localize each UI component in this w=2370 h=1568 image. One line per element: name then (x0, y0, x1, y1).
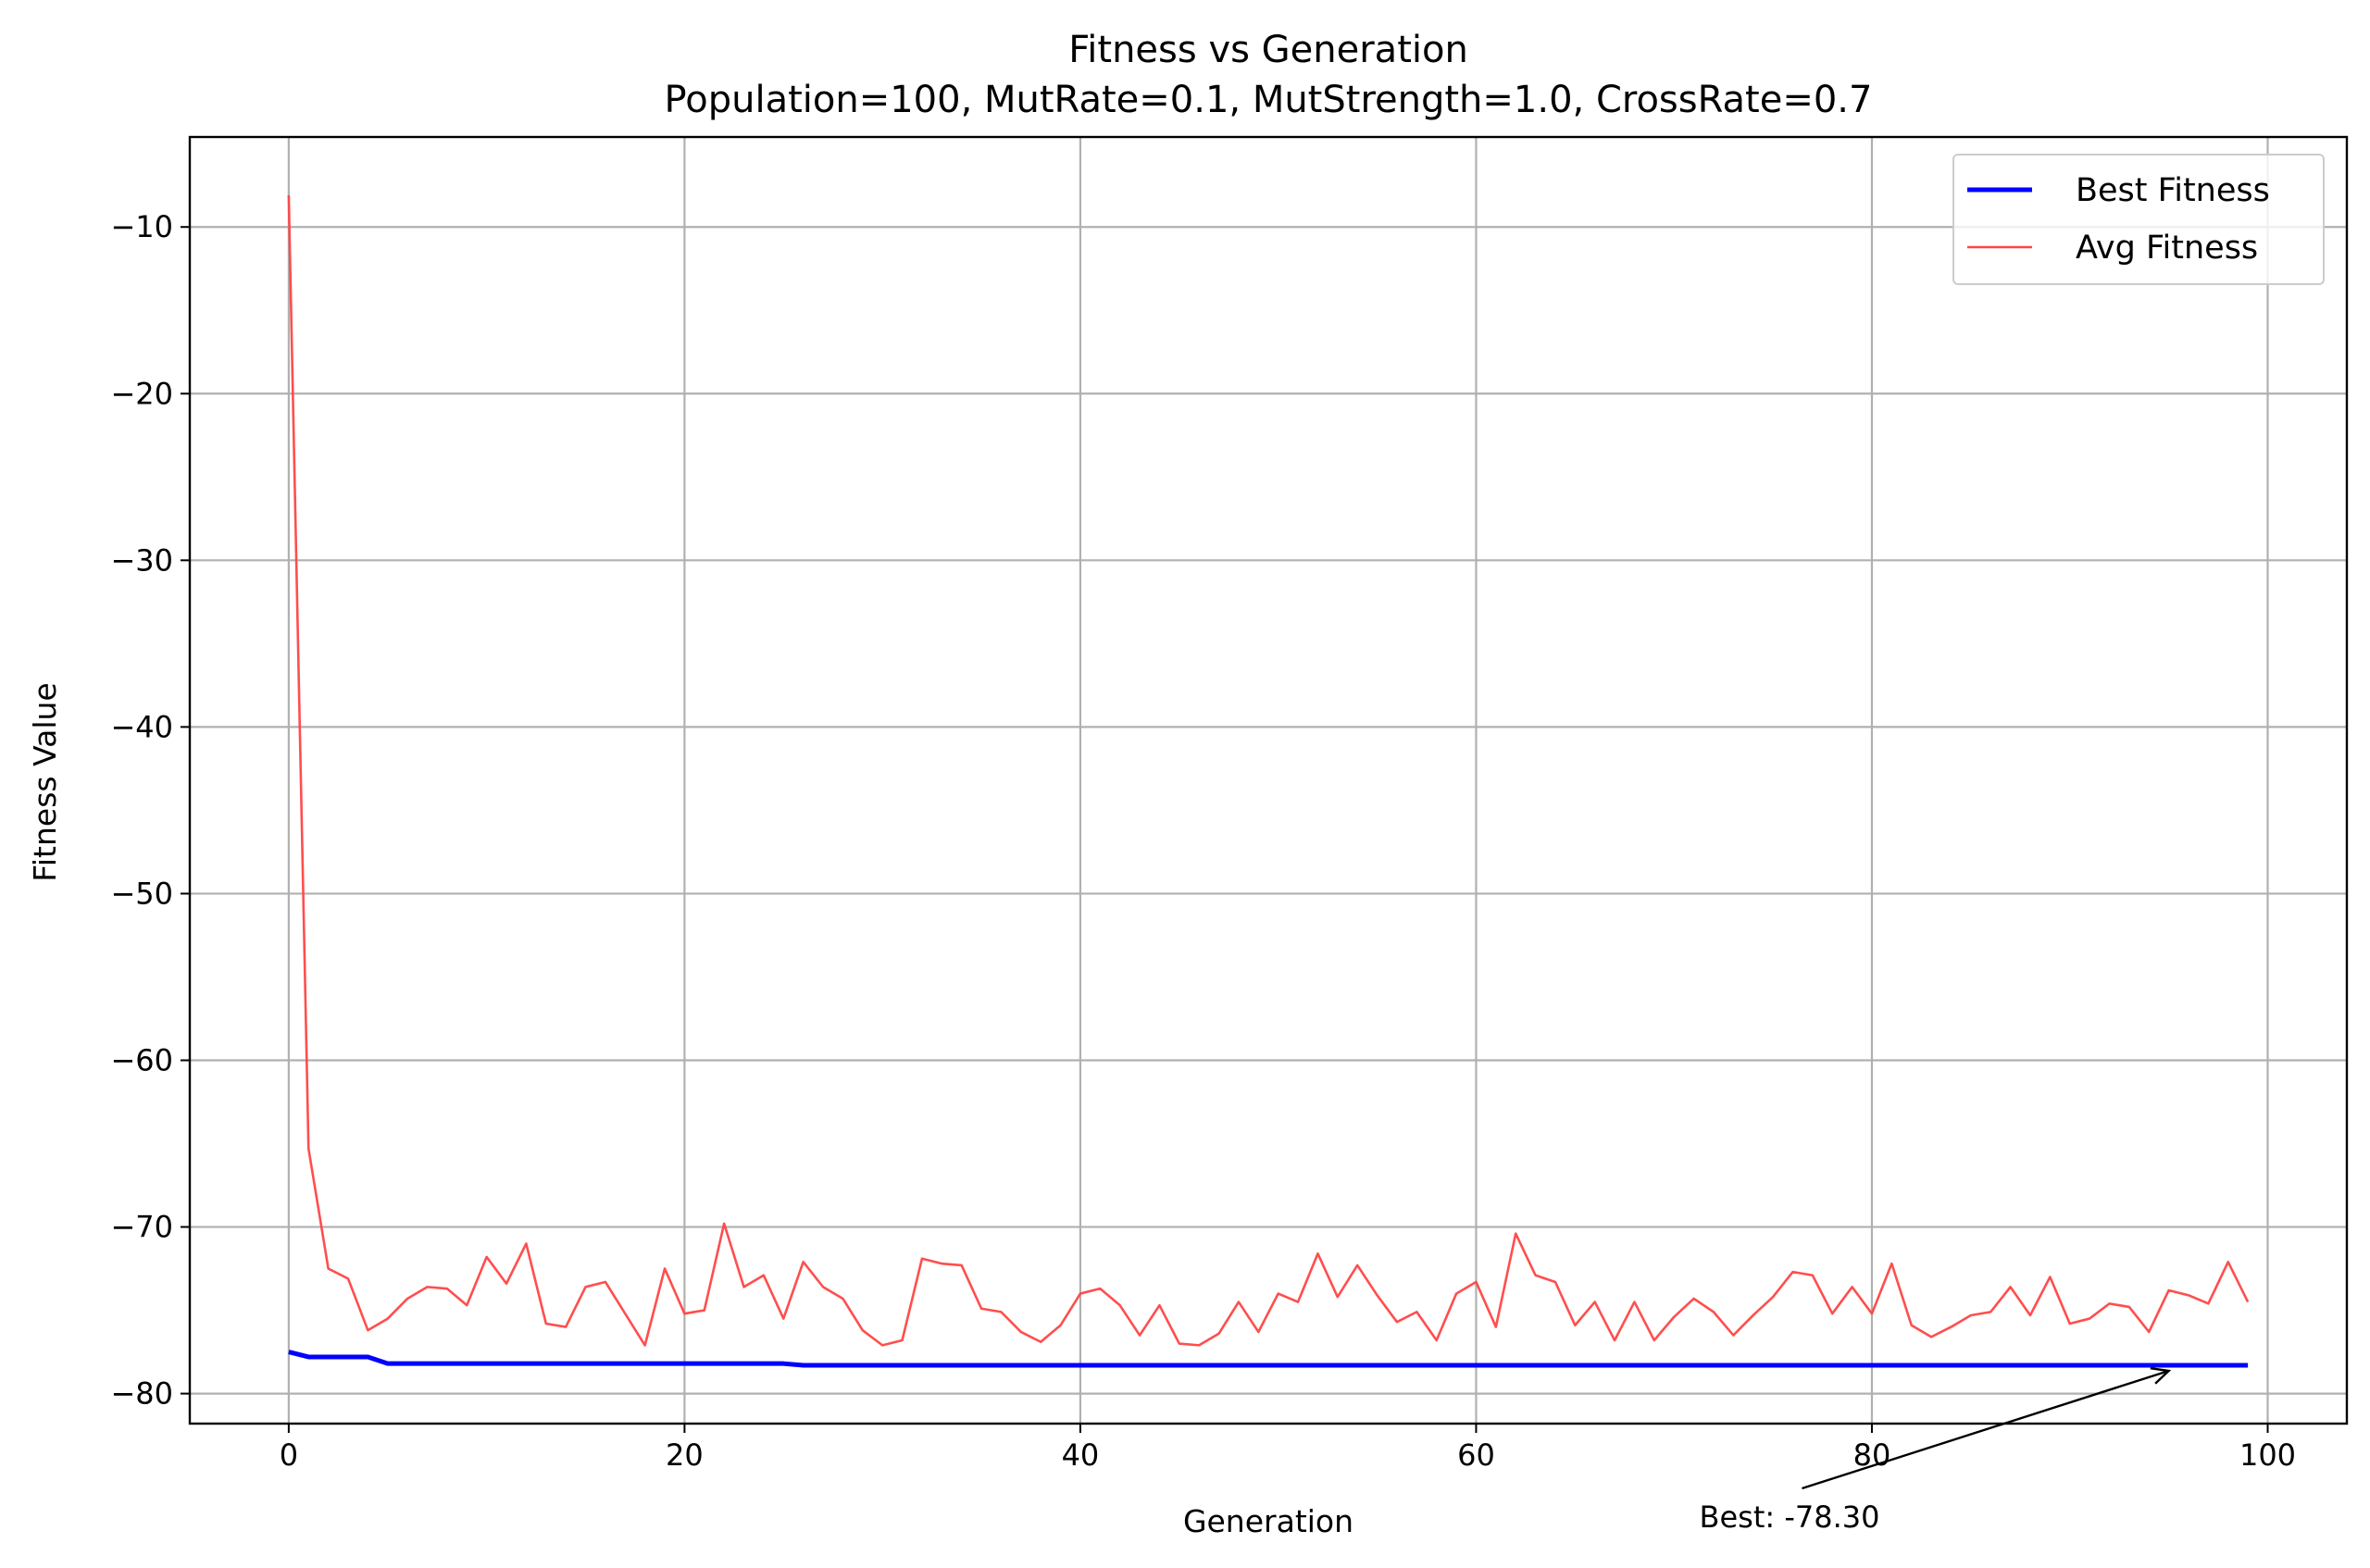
y-tick-label: −40 (110, 709, 173, 744)
annotation-arrow-shaft (1802, 1369, 2169, 1490)
x-axis-label: Generation (1183, 1503, 1353, 1539)
avg-fitness-line (287, 194, 2250, 1347)
x-tick-label: 100 (2239, 1437, 2296, 1473)
plot-area-frame (188, 135, 2349, 1425)
annotation-text: Best: -78.30 (1700, 1500, 1880, 1535)
legend: Best Fitness Avg Fitness (1952, 154, 2325, 285)
x-tick-label: 40 (1062, 1437, 1100, 1473)
best-annotation: Best: -78.30 (1700, 1367, 2172, 1535)
y-tick-label: −50 (110, 876, 173, 911)
x-tick-label: 80 (1853, 1437, 1891, 1473)
y-tick-label: −10 (110, 209, 173, 244)
chart-title: Fitness vs Generation (1068, 29, 1468, 71)
annotation-arrow-head (2150, 1367, 2172, 1385)
grid-lines (190, 137, 2347, 1424)
legend-label-avg-fitness: Avg Fitness (2076, 230, 2258, 267)
y-tick-label: −70 (110, 1210, 173, 1245)
y-tick-label: −20 (110, 376, 173, 411)
y-axis-label: Fitness Value (27, 682, 63, 881)
legend-box (1952, 154, 2325, 285)
x-tick-label: 20 (666, 1437, 704, 1473)
legend-label-best-fitness: Best Fitness (2076, 172, 2270, 209)
best-fitness-line (288, 1350, 2249, 1368)
y-tick-label: −60 (110, 1042, 173, 1077)
y-tick-label: −80 (110, 1376, 173, 1412)
chart-subtitle: Population=100, MutRate=0.1, MutStrength… (665, 79, 1873, 121)
x-tick-label: 60 (1457, 1437, 1495, 1473)
series-lines (287, 194, 2250, 1368)
x-tick-label: 0 (280, 1437, 298, 1473)
y-tick-label: −30 (110, 542, 173, 578)
